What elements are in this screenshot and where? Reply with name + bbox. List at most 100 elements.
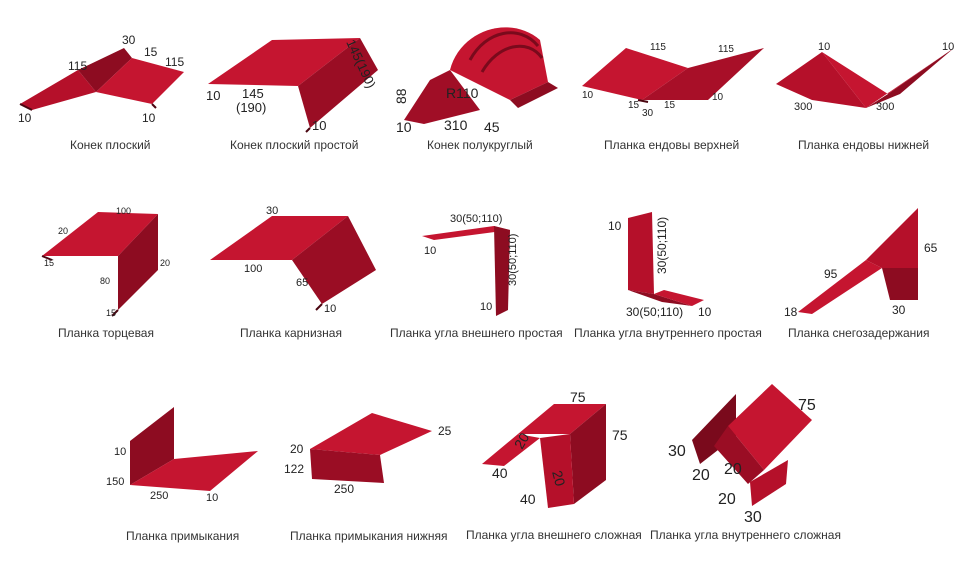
dim-label: 10 <box>942 41 954 53</box>
dim-label: 10 <box>206 88 220 103</box>
dim-label: 30 <box>266 205 278 217</box>
dim-label: 10 <box>712 92 724 103</box>
dim-label: 20 <box>511 430 533 452</box>
product-planka-endovy-nizhney: 10 10 300 300 Планка ендовы нижней <box>770 0 970 160</box>
dim-label: 20 <box>58 226 68 236</box>
product-planka-karniznaya: 30 100 65 10 Планка карнизная <box>200 190 390 350</box>
product-caption: Конек плоский простой <box>230 138 359 152</box>
planka-ugla-vnutrennego-slozhnaya-drawing: 75 30 20 20 20 30 <box>668 384 816 526</box>
dim-label: 10 <box>396 119 412 135</box>
product-caption: Планка угла внешнего простая <box>390 326 563 340</box>
dim-label: 100 <box>116 206 131 216</box>
product-planka-snegozaderzhaniya: 65 95 18 30 Планка снегозадержания <box>778 190 968 350</box>
dim-label: 65 <box>924 241 938 255</box>
planka-primykaniya-nizhnyaya-drawing: 20 25 122 250 <box>284 413 452 496</box>
dim-label: 15 <box>628 100 640 111</box>
dim-label: 10 <box>18 111 32 125</box>
dim-label: 115 <box>68 59 87 73</box>
product-planka-ugla-vnutrennego-slozhnaya: 75 30 20 20 20 30 Планка угла внутреннег… <box>648 380 841 555</box>
planka-ugla-vneshnego-prostaya-drawing: 30(50;110) 10 30(50;110) 10 <box>422 213 519 316</box>
dim-label: 10 <box>582 90 594 101</box>
planka-tortsevaya-drawing: 100 20 15 80 20 15 <box>41 206 170 318</box>
dim-label: 15 <box>664 100 676 111</box>
dim-label: 30 <box>668 443 686 460</box>
konek-ploskiy-prostoy-drawing: 145(190) 10 145 (190) 10 <box>206 37 379 133</box>
planka-karniznaya-drawing: 30 100 65 10 <box>210 205 376 315</box>
dim-label: 250 <box>150 490 168 502</box>
dim-label: 10 <box>312 118 326 133</box>
dim-label: 250 <box>334 482 354 496</box>
product-planka-primykaniya: 10 150 250 10 Планка примыкания <box>100 395 280 555</box>
dim-label: 75 <box>798 397 816 414</box>
product-caption: Конек полукруглый <box>427 138 533 152</box>
product-planka-tortsevaya: 100 20 15 80 20 15 Планка торцевая <box>0 190 194 350</box>
product-planka-primykaniya-nizhnyaya: 20 25 122 250 Планка примыкания нижняя <box>280 395 470 555</box>
product-caption: Планка торцевая <box>58 326 154 340</box>
product-caption: Планка примыкания <box>126 529 240 543</box>
dim-label: 145 <box>242 86 264 101</box>
product-planka-endovy-verhney: 115 115 10 15 15 30 10 Планка ендовы вер… <box>578 0 773 160</box>
product-caption: Планка угла внешнего сложная <box>466 528 642 542</box>
product-konek-ploskiy: 115 30 15 115 10 10 Конек плоский <box>0 0 194 160</box>
planka-ugla-vneshnego-slozhnaya-drawing: 75 20 75 40 20 40 <box>482 389 628 508</box>
dim-label: 75 <box>570 389 586 405</box>
dim-label: 300 <box>794 101 812 113</box>
dim-label: 20 <box>549 469 569 488</box>
dim-label: 10 <box>480 301 492 313</box>
product-caption: Планка карнизная <box>240 326 342 340</box>
product-caption: Конек плоский <box>70 138 151 152</box>
dim-label: 30(50;110) <box>655 217 669 274</box>
dim-label: 30 <box>122 33 136 47</box>
planka-endovy-nizhney-drawing: 10 10 300 300 <box>776 41 954 113</box>
dim-label: 115 <box>718 44 734 55</box>
planka-snegozaderzhaniya-drawing: 65 95 18 30 <box>784 208 938 319</box>
dim-label: 310 <box>444 117 468 133</box>
dim-label: 10 <box>324 303 336 315</box>
dim-label: 100 <box>244 263 262 275</box>
dim-label: 88 <box>393 88 409 104</box>
dim-label: 20 <box>160 258 170 268</box>
dim-label: 80 <box>100 276 110 286</box>
dim-label: 20 <box>724 461 742 478</box>
dim-label: 15 <box>144 45 158 59</box>
dim-label: 10 <box>818 41 830 53</box>
product-caption: Планка ендовы нижней <box>798 138 930 152</box>
dim-label: 20 <box>290 442 304 456</box>
dim-label: (190) <box>236 100 266 115</box>
dim-label: 18 <box>784 305 798 319</box>
dim-label: 300 <box>876 101 894 113</box>
dim-label: 10 <box>142 111 156 125</box>
planka-primykaniya-drawing: 10 150 250 10 <box>106 407 258 504</box>
dim-label: 30 <box>642 108 654 119</box>
dim-label: 75 <box>612 427 628 443</box>
dim-label: 20 <box>718 491 736 508</box>
konek-ploskiy-drawing: 115 30 15 115 10 10 <box>18 33 184 125</box>
product-konek-polukruglyy: 88 R110 10 310 45 Конек полукруглый <box>390 0 580 160</box>
dim-label: 30(50;110) <box>450 213 502 225</box>
product-caption: Планка снегозадержания <box>788 326 930 340</box>
product-caption: Планка примыкания нижняя <box>290 529 448 543</box>
dim-label: 122 <box>284 462 304 476</box>
product-planka-ugla-vnutrennego-prostaya: 10 30(50;110) 30(50;110) 10 Планка угла … <box>572 190 772 350</box>
dim-label: 25 <box>438 424 452 438</box>
dim-label: 10 <box>608 219 622 233</box>
konek-polukruglyy-drawing: 88 R110 10 310 45 <box>393 27 558 135</box>
product-caption: Планка угла внутреннего сложная <box>650 528 841 542</box>
product-konek-ploskiy-prostoy: 145(190) 10 145 (190) 10 Конек плоский п… <box>200 0 400 160</box>
dim-label: 30 <box>744 509 762 526</box>
dim-label: 95 <box>824 267 838 281</box>
dim-label: 10 <box>206 492 218 504</box>
dim-label: 10 <box>424 245 436 257</box>
dim-label: 15 <box>44 258 54 268</box>
dim-label: 115 <box>650 42 666 53</box>
dim-label: 40 <box>492 465 508 481</box>
product-planka-ugla-vneshnego-prostaya: 30(50;110) 10 30(50;110) 10 Планка угла … <box>388 190 573 350</box>
dim-label: 30(50;110) <box>626 305 683 319</box>
dim-label: 65 <box>296 277 308 289</box>
planka-ugla-vnutrennego-prostaya-drawing: 10 30(50;110) 30(50;110) 10 <box>608 212 712 319</box>
product-caption: Планка угла внутреннего простая <box>574 326 762 340</box>
dim-label: 45 <box>484 119 500 135</box>
product-caption: Планка ендовы верхней <box>604 138 740 152</box>
dim-label: 30 <box>892 303 906 317</box>
dim-label: 10 <box>698 305 712 319</box>
